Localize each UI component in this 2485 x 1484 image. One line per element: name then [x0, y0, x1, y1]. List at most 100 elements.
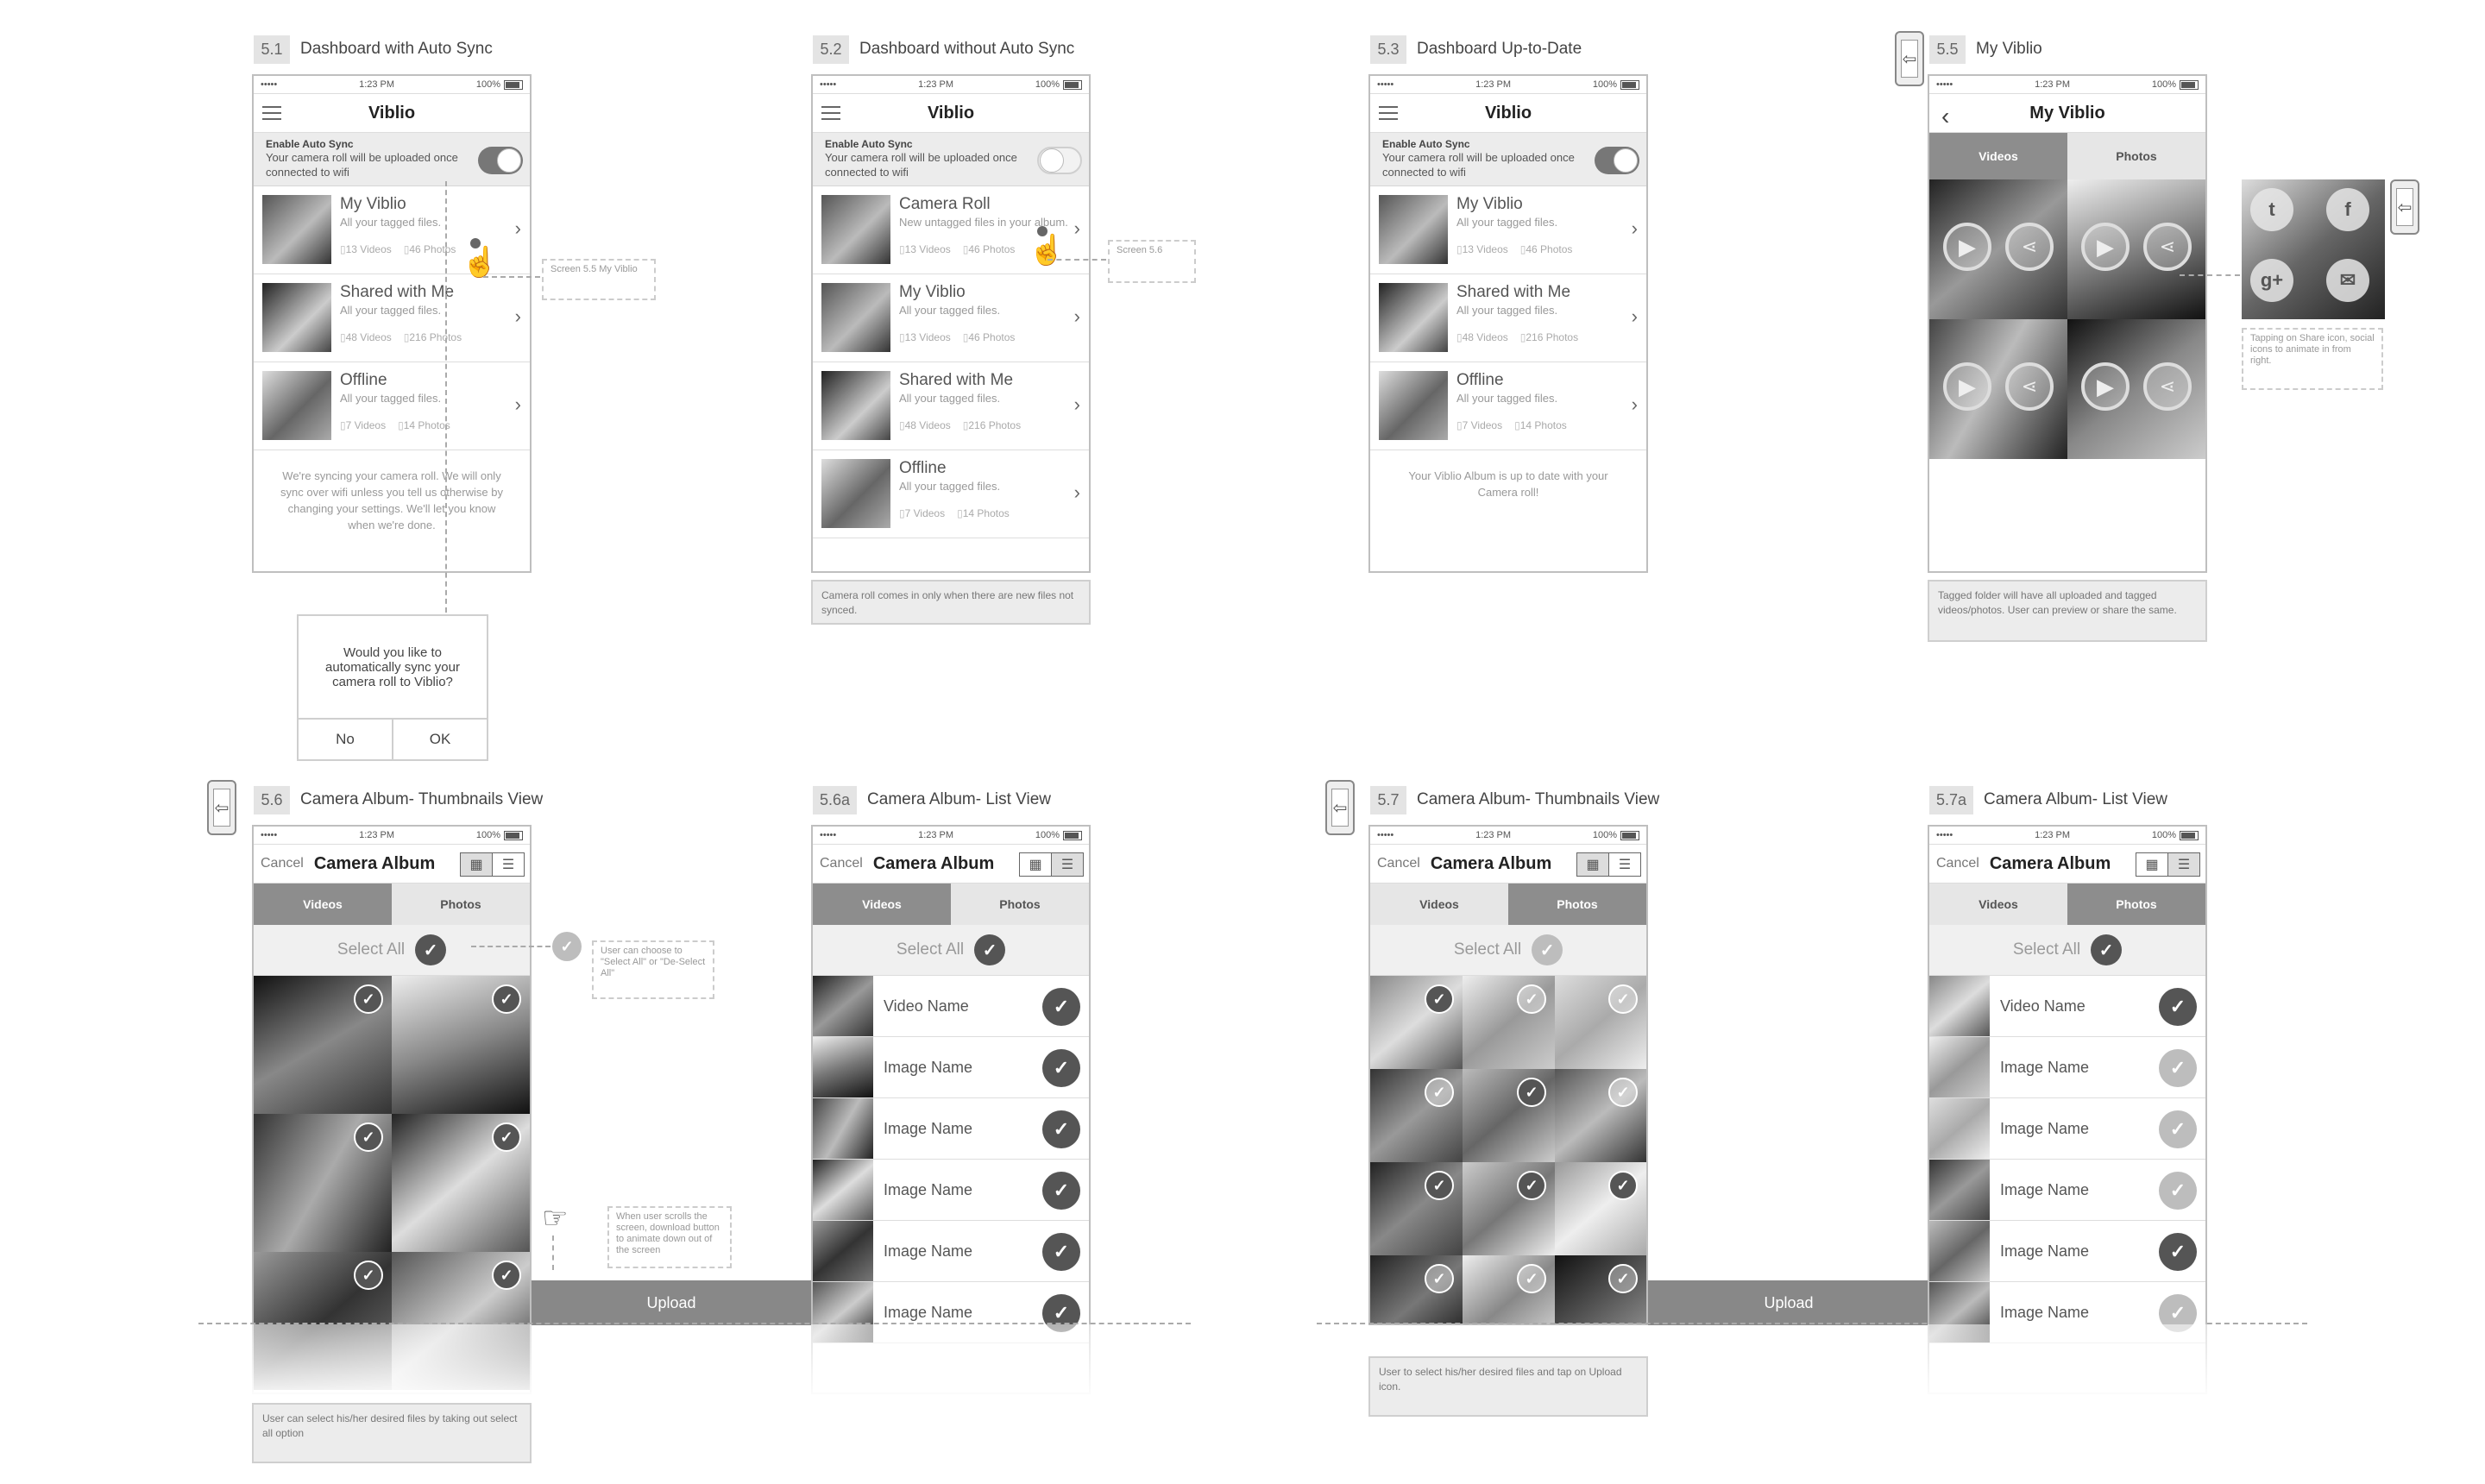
media-tile[interactable]: ✓ [254, 976, 392, 1114]
check-icon[interactable]: ✓ [1608, 1078, 1638, 1107]
play-icon[interactable]: ▶ [2081, 362, 2130, 411]
tab-photos[interactable]: Photos [1508, 883, 1646, 925]
list-item[interactable]: Image Name ✓ [1929, 1221, 2205, 1282]
photo-tile[interactable]: ✓ [1370, 1069, 1463, 1162]
media-tile[interactable]: ✓ [392, 1114, 530, 1252]
share-icon[interactable]: ⋖ [2005, 223, 2054, 271]
auto-sync-toggle[interactable] [478, 147, 523, 174]
photo-tile[interactable]: ✓ [1370, 1162, 1463, 1255]
photo-tile[interactable]: ✓ [1463, 1069, 1555, 1162]
video-tile[interactable]: ▶ ⋖ [1929, 179, 2067, 319]
album-row-offline[interactable]: Offline All your tagged files. 7 Videos1… [254, 362, 530, 450]
check-icon[interactable]: ✓ [1425, 984, 1454, 1014]
photo-tile[interactable]: ✓ [1463, 976, 1555, 1069]
hamburger-menu-icon[interactable] [821, 106, 840, 120]
photo-tile[interactable]: ✓ [1463, 1255, 1555, 1324]
album-row-my-viblio[interactable]: My Viblio All your tagged files. 13 Vide… [1370, 186, 1646, 274]
album-row-my-viblio[interactable]: My Viblio All your tagged files. 13 Vide… [813, 274, 1089, 362]
select-all-row[interactable]: Select All ✓ [813, 925, 1089, 976]
list-item[interactable]: Video Name ✓ [1929, 976, 2205, 1037]
check-icon[interactable]: ✓ [1608, 1264, 1638, 1293]
tab-photos[interactable]: Photos [951, 883, 1089, 925]
album-row-my-viblio[interactable]: My Viblio All your tagged files. 13 Vide… [254, 186, 530, 274]
cancel-button[interactable]: Cancel [261, 856, 304, 871]
check-icon[interactable]: ✓ [354, 984, 383, 1014]
check-icon[interactable]: ✓ [1042, 1110, 1080, 1148]
play-icon[interactable]: ▶ [1943, 362, 1991, 411]
tab-videos[interactable]: Videos [1929, 883, 2067, 925]
list-item[interactable]: Image Name ✓ [813, 1160, 1089, 1221]
grid-view-icon[interactable]: ▦ [461, 853, 493, 876]
photo-tile[interactable]: ✓ [1555, 1069, 1646, 1162]
photo-tile[interactable]: ✓ [1555, 1162, 1646, 1255]
google-plus-icon[interactable]: g+ [2250, 259, 2293, 302]
twitter-icon[interactable]: t [2250, 188, 2293, 231]
photo-tile[interactable]: ✓ [1555, 976, 1646, 1069]
video-tile[interactable]: ▶ ⋖ [1929, 319, 2067, 459]
check-icon[interactable]: ✓ [2159, 1110, 2197, 1148]
album-row-shared[interactable]: Shared with Me All your tagged files. 48… [1370, 274, 1646, 362]
list-item[interactable]: Image Name ✓ [1929, 1037, 2205, 1098]
check-icon[interactable]: ✓ [1608, 984, 1638, 1014]
tab-videos[interactable]: Videos [1370, 883, 1508, 925]
list-view-icon[interactable]: ☰ [1052, 853, 1083, 876]
facebook-icon[interactable]: f [2326, 188, 2369, 231]
photo-tile[interactable]: ✓ [1463, 1162, 1555, 1255]
media-tile[interactable]: ✓ [254, 1114, 392, 1252]
exit-icon[interactable]: ⇦ [1895, 31, 1924, 86]
check-icon[interactable]: ✓ [354, 1261, 383, 1290]
upload-button[interactable]: Upload [532, 1280, 811, 1325]
list-item[interactable]: Image Name ✓ [1929, 1098, 2205, 1160]
check-icon[interactable]: ✓ [1042, 1172, 1080, 1210]
check-icon[interactable]: ✓ [1608, 1171, 1638, 1200]
exit-icon[interactable]: ⇦ [1325, 780, 1355, 835]
mail-icon[interactable]: ✉ [2326, 259, 2369, 302]
video-tile[interactable]: ▶ ⋖ [2067, 319, 2205, 459]
auto-sync-toggle[interactable] [1037, 147, 1082, 174]
check-icon[interactable]: ✓ [1425, 1171, 1454, 1200]
photo-tile[interactable]: ✓ [1370, 976, 1463, 1069]
exit-icon[interactable]: ⇦ [207, 780, 236, 835]
check-icon[interactable]: ✓ [492, 1122, 521, 1152]
tab-photos[interactable]: Photos [2067, 883, 2205, 925]
album-row-offline[interactable]: Offline All your tagged files. 7 Videos1… [813, 450, 1089, 538]
select-all-row[interactable]: Select All ✓ [1370, 925, 1646, 976]
tab-videos[interactable]: Videos [254, 883, 392, 925]
auto-sync-toggle[interactable] [1595, 147, 1639, 174]
hamburger-menu-icon[interactable] [262, 106, 281, 120]
cancel-button[interactable]: Cancel [1936, 856, 1979, 871]
select-all-row[interactable]: Select All ✓ [1929, 925, 2205, 976]
tab-photos[interactable]: Photos [2067, 133, 2205, 179]
check-icon[interactable]: ✓ [2159, 1049, 2197, 1087]
album-row-camera-roll[interactable]: Camera Roll New untagged files in your a… [813, 186, 1089, 274]
album-row-shared[interactable]: Shared with Me All your tagged files. 48… [254, 274, 530, 362]
tab-videos[interactable]: Videos [813, 883, 951, 925]
check-icon[interactable]: ✓ [1425, 1264, 1454, 1293]
upload-button[interactable]: Upload [1648, 1280, 1929, 1325]
grid-view-icon[interactable]: ▦ [1020, 853, 1052, 876]
list-item[interactable]: Image Name ✓ [813, 1221, 1089, 1282]
hamburger-menu-icon[interactable] [1379, 106, 1398, 120]
media-tile[interactable]: ✓ [392, 976, 530, 1114]
cancel-button[interactable]: Cancel [820, 856, 863, 871]
dialog-ok-button[interactable]: OK [429, 731, 451, 747]
play-icon[interactable]: ▶ [2081, 223, 2130, 271]
list-item[interactable]: Video Name ✓ [813, 976, 1089, 1037]
check-icon[interactable]: ✓ [1517, 1171, 1546, 1200]
album-row-offline[interactable]: Offline All your tagged files. 7 Videos1… [1370, 362, 1646, 450]
cancel-button[interactable]: Cancel [1377, 856, 1420, 871]
share-icon[interactable]: ⋖ [2005, 362, 2054, 411]
check-icon[interactable]: ✓ [1517, 1264, 1546, 1293]
grid-view-icon[interactable]: ▦ [2136, 853, 2168, 876]
select-all-check-icon[interactable]: ✓ [2091, 934, 2123, 965]
check-icon[interactable]: ✓ [2159, 1233, 2197, 1271]
share-icon[interactable]: ⋖ [2143, 223, 2192, 271]
check-icon[interactable]: ✓ [1042, 988, 1080, 1026]
album-row-shared[interactable]: Shared with Me All your tagged files. 48… [813, 362, 1089, 450]
list-item[interactable]: Image Name ✓ [1929, 1160, 2205, 1221]
grid-view-icon[interactable]: ▦ [1577, 853, 1609, 876]
share-icon[interactable]: ⋖ [2143, 362, 2192, 411]
list-view-icon[interactable]: ☰ [501, 858, 515, 872]
list-item[interactable]: Image Name ✓ [813, 1098, 1089, 1160]
tab-videos[interactable]: Videos [1929, 133, 2067, 179]
